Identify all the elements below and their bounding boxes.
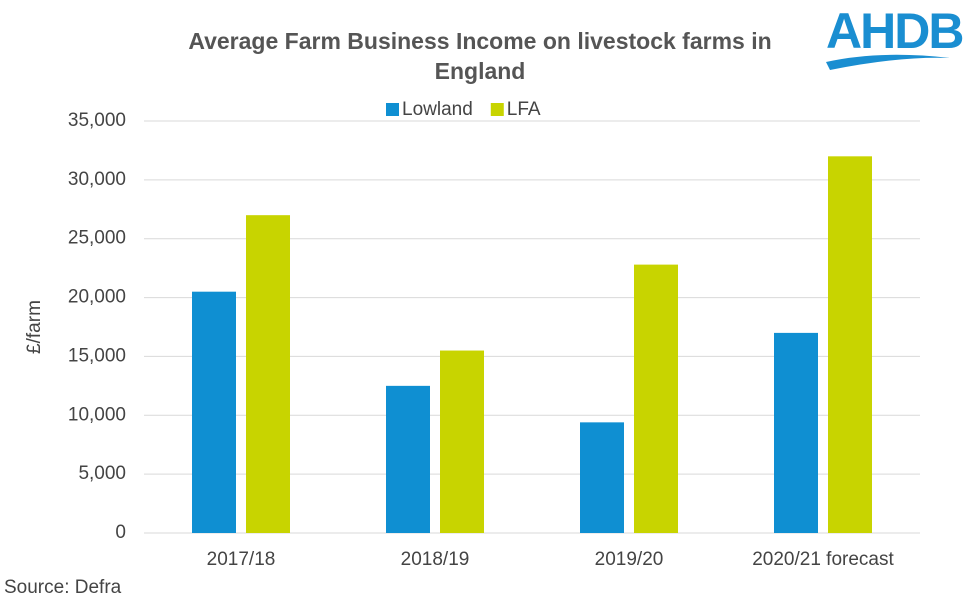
- legend-label: Lowland: [402, 99, 473, 120]
- y-tick-label: 20,000: [68, 287, 126, 308]
- y-tick-label: 30,000: [68, 169, 126, 190]
- x-tick-label: 2018/19: [401, 549, 470, 570]
- y-tick-label: 15,000: [68, 345, 126, 366]
- source: Source: Defra: [4, 577, 122, 598]
- bar: [828, 156, 872, 534]
- y-tick-label: 10,000: [68, 404, 126, 425]
- logo: AHDB: [826, 3, 964, 59]
- y-tick-label: 35,000: [68, 110, 126, 131]
- bar: [192, 291, 236, 533]
- y-tick-label: 0: [115, 522, 126, 543]
- chart-title: Average Farm Business Income on livestoc…: [188, 28, 772, 84]
- bar: [386, 385, 430, 533]
- legend-swatch: [490, 103, 504, 116]
- bar: [440, 350, 484, 533]
- y-tick-label: 5,000: [78, 463, 126, 484]
- bar: [246, 215, 290, 533]
- legend-swatch: [386, 103, 399, 116]
- x-tick-label: 2017/18: [207, 549, 276, 570]
- y-axis-label: £/farm: [24, 300, 45, 354]
- logo-wave: [826, 54, 950, 70]
- x-tick-label: 2020/21 forecast: [752, 549, 894, 570]
- bar: [774, 332, 818, 533]
- x-tick-label: 2019/20: [595, 549, 664, 570]
- bar: [634, 264, 678, 533]
- legend-label: LFA: [507, 99, 541, 120]
- y-tick-label: 25,000: [68, 228, 126, 249]
- bar: [580, 422, 624, 533]
